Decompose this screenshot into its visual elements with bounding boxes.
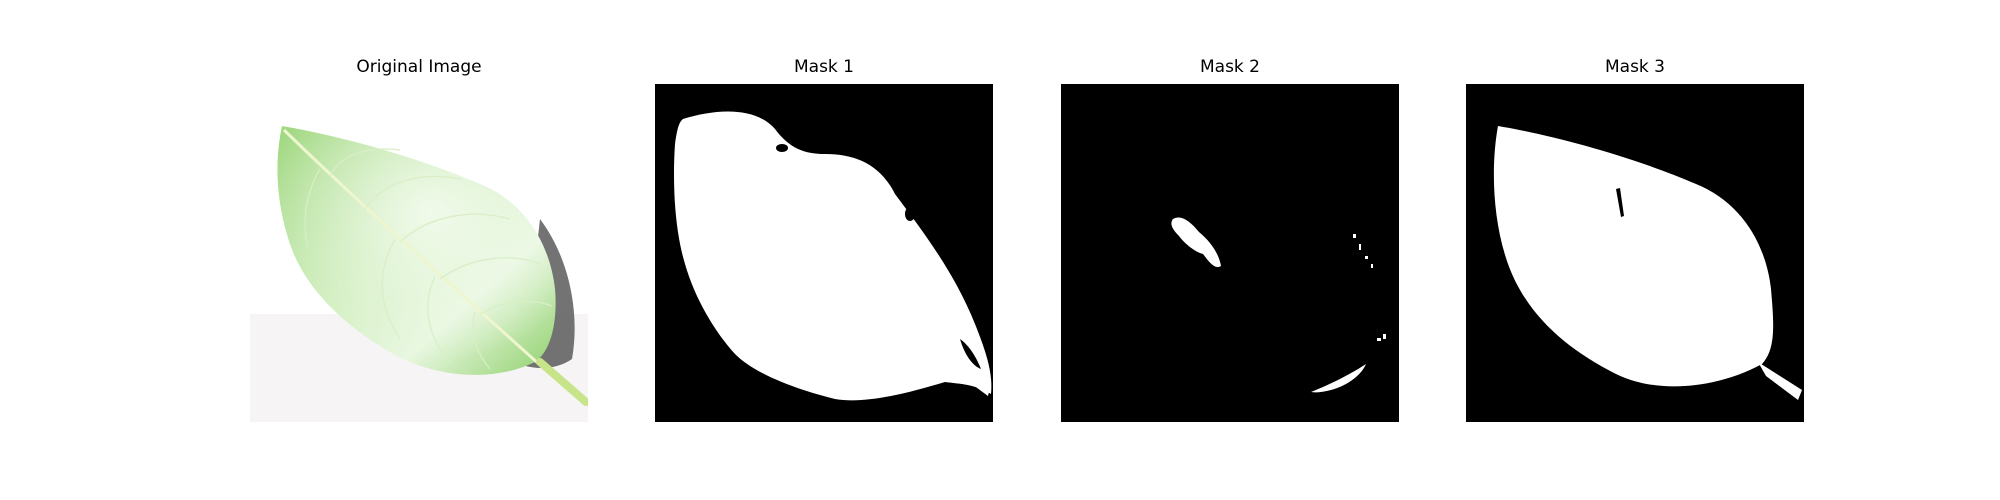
panel-title: Original Image	[356, 57, 482, 77]
panel-title: Mask 1	[793, 57, 854, 77]
segmentation-mask	[1061, 84, 1399, 422]
segmentation-mask	[655, 84, 993, 422]
panel-title: Mask 2	[1199, 57, 1260, 77]
leaf-photo	[250, 84, 588, 422]
segmentation-mask	[1466, 84, 1804, 422]
panel-title: Mask 3	[1604, 57, 1665, 77]
